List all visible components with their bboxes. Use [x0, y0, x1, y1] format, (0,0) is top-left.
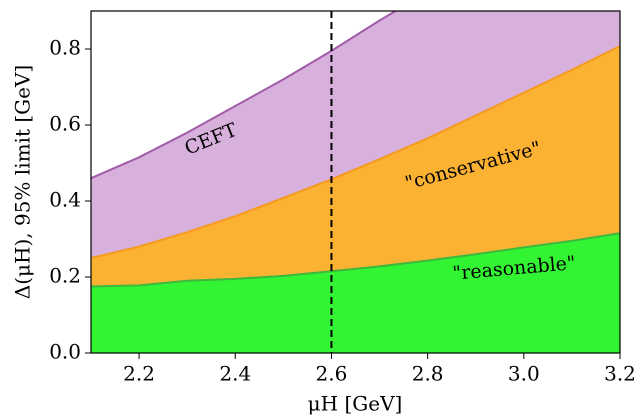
y-tick-label: 0.2 [49, 264, 81, 288]
x-axis-label: μH [GeV] [308, 392, 403, 416]
area-edge [91, 45, 620, 259]
x-tick-label: 3.0 [508, 362, 540, 386]
plot-area [91, 11, 620, 353]
y-tick-label: 0.6 [49, 112, 81, 136]
x-tick-label: 2.4 [219, 362, 251, 386]
area [91, 233, 620, 353]
y-tick-label: 0.0 [49, 340, 81, 364]
plot-frame [90, 10, 621, 354]
x-tick-label: 2.6 [316, 362, 348, 386]
x-tick-label: 2.8 [412, 362, 444, 386]
x-tick-label: 3.2 [604, 362, 636, 386]
area-edge [91, 11, 398, 180]
area-edge [91, 232, 620, 288]
y-axis-label: Δ(μH), 95% limit [GeV] [11, 65, 35, 299]
y-tick-label: 0.8 [49, 36, 81, 60]
y-tick-label: 0.4 [49, 188, 81, 212]
x-tick-label: 2.2 [123, 362, 155, 386]
